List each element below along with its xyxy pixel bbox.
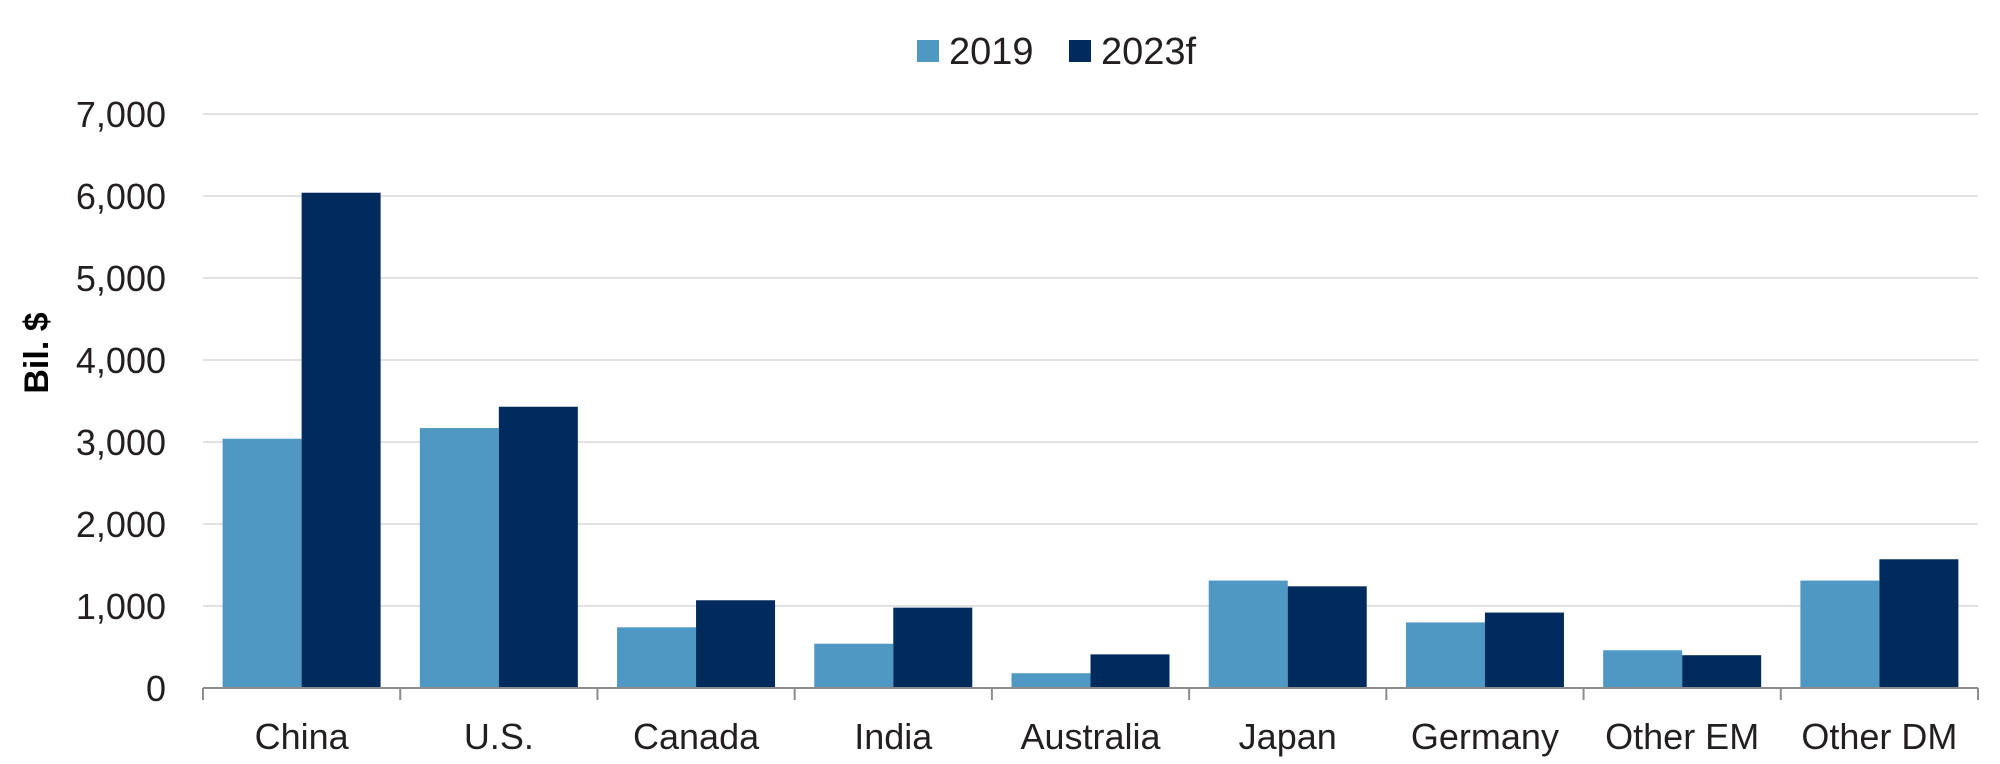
y-tick-label: 4,000 <box>76 340 166 381</box>
y-axis-ticks: 0 1,000 2,000 3,000 4,000 5,000 6,000 7,000 <box>76 94 166 709</box>
bar-2019-china <box>222 438 302 688</box>
y-tick-label: 2,000 <box>76 504 166 545</box>
bar-2023f-u-s- <box>498 406 578 688</box>
y-tick-label: 6,000 <box>76 176 166 217</box>
bar-2019-india <box>814 643 894 688</box>
y-tick-label: 0 <box>146 668 166 709</box>
x-tick-label: Other DM <box>1801 716 1957 757</box>
legend-swatch-2019 <box>917 40 939 62</box>
bars <box>222 192 1959 688</box>
x-tick-label: Japan <box>1239 716 1337 757</box>
x-tick-label: China <box>255 716 350 757</box>
legend-swatch-2023f <box>1069 40 1091 62</box>
x-tick-label: Australia <box>1020 716 1161 757</box>
y-tick-label: 7,000 <box>76 94 166 135</box>
bar-2023f-japan <box>1287 586 1367 688</box>
legend: 2019 2023f <box>917 31 1197 73</box>
bar-2019-australia <box>1011 673 1091 688</box>
bar-2023f-germany <box>1484 612 1564 688</box>
bar-2019-other-em <box>1603 650 1683 688</box>
bar-2019-other-dm <box>1800 580 1880 688</box>
bar-2023f-australia <box>1090 654 1170 688</box>
y-axis-title: Bil. $ <box>18 312 56 393</box>
x-tick-label: Other EM <box>1605 716 1759 757</box>
y-tick-label: 5,000 <box>76 258 166 299</box>
legend-label-2019: 2019 <box>949 31 1034 73</box>
bar-2023f-other-em <box>1682 655 1762 688</box>
bar-2019-u-s- <box>419 428 499 688</box>
y-tick-label: 3,000 <box>76 422 166 463</box>
x-tick-label: U.S. <box>464 716 534 757</box>
legend-label-2023f: 2023f <box>1101 31 1197 73</box>
bar-2023f-canada <box>696 600 776 688</box>
x-tick-label: India <box>854 716 933 757</box>
bar-2019-canada <box>617 627 697 688</box>
bar-2023f-other-dm <box>1879 559 1959 688</box>
y-tick-label: 1,000 <box>76 586 166 627</box>
bar-2019-germany <box>1405 622 1485 688</box>
x-tick-label: Germany <box>1411 716 1559 757</box>
x-tick-label: Canada <box>633 716 760 757</box>
bar-2023f-china <box>301 192 381 688</box>
x-axis-ticks: China U.S. Canada India Australia Japan German… <box>202 688 1979 757</box>
bar-2019-japan <box>1208 580 1288 688</box>
bar-2023f-india <box>893 607 973 688</box>
